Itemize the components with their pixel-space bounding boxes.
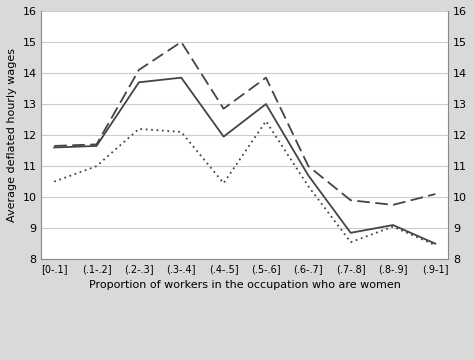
Y-axis label: Average deflated hourly wages: Average deflated hourly wages <box>7 48 17 222</box>
X-axis label: Proportion of workers in the occupation who are women: Proportion of workers in the occupation … <box>89 280 401 289</box>
